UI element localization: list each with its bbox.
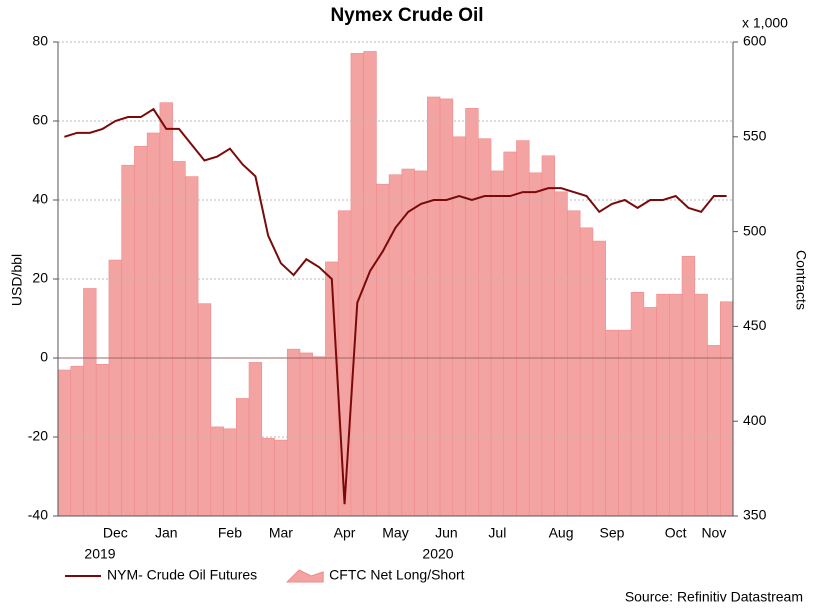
bar xyxy=(567,210,581,517)
year-label: 2019 xyxy=(84,546,115,562)
x-tick-label: Jun xyxy=(435,525,458,541)
y2-tick-label: 450 xyxy=(743,317,767,333)
bar xyxy=(452,136,466,517)
x-tick-label: Jul xyxy=(488,525,506,541)
y-tick-label: -40 xyxy=(28,507,48,523)
y-tick-label: 0 xyxy=(40,349,48,365)
bar xyxy=(541,155,555,517)
bar xyxy=(134,145,148,517)
x-tick-label: Mar xyxy=(269,525,293,541)
bar xyxy=(299,352,314,517)
y-tick-label: 80 xyxy=(32,33,48,49)
bar xyxy=(185,176,199,517)
bar xyxy=(261,437,275,517)
bar xyxy=(274,439,288,517)
x-tick-label: Feb xyxy=(218,525,242,541)
y2-tick-label: 400 xyxy=(743,412,767,428)
y-axis-label: USD/bbl xyxy=(9,254,25,306)
bar xyxy=(630,291,645,517)
bar xyxy=(376,183,390,517)
chart-title: Nymex Crude Oil xyxy=(330,5,483,26)
source-note: Source: Refinitiv Datastream xyxy=(625,589,803,605)
legend-label: NYM- Crude Oil Futures xyxy=(107,567,257,583)
bar xyxy=(350,53,364,517)
y2-tick-label: 600 xyxy=(743,33,767,49)
y2-tick-label: 500 xyxy=(743,222,767,238)
bar xyxy=(223,428,237,517)
y2-tick-label: 550 xyxy=(743,128,767,144)
x-tick-label: Aug xyxy=(549,525,574,541)
bar xyxy=(197,303,212,517)
bar xyxy=(719,301,734,517)
bar xyxy=(414,170,428,517)
x-tick-label: Oct xyxy=(665,525,687,541)
x-tick-label: Nov xyxy=(701,525,726,541)
bar xyxy=(707,345,721,517)
bar xyxy=(503,151,517,517)
bar xyxy=(669,293,683,517)
y-tick-label: 60 xyxy=(32,112,48,128)
x-tick-label: Dec xyxy=(103,525,128,541)
bar xyxy=(427,96,441,517)
y-tick-label: -20 xyxy=(28,428,48,444)
bar xyxy=(108,259,122,517)
bar xyxy=(439,98,454,517)
bar xyxy=(172,161,186,517)
bar xyxy=(337,210,352,517)
bar xyxy=(325,261,339,517)
bar xyxy=(159,102,173,517)
bar xyxy=(121,164,135,517)
bar xyxy=(146,132,161,517)
bar xyxy=(57,369,72,517)
y2-axis-label: Contracts xyxy=(793,250,809,310)
bar xyxy=(248,362,263,517)
bar xyxy=(592,240,606,517)
legend-label: CFTC Net Long/Short xyxy=(329,567,464,583)
x-tick-label: Apr xyxy=(334,525,356,541)
bar xyxy=(312,356,326,517)
bar xyxy=(401,168,415,517)
bar xyxy=(681,255,696,517)
x-tick-label: Sep xyxy=(600,525,625,541)
bar xyxy=(643,307,657,517)
bar xyxy=(210,426,224,517)
bar xyxy=(70,365,84,517)
line-layer xyxy=(64,107,727,505)
bar xyxy=(83,288,97,517)
y-tick-label: 40 xyxy=(32,191,48,207)
bar xyxy=(490,170,505,517)
bar xyxy=(286,348,301,517)
bar xyxy=(656,293,670,517)
line xyxy=(64,107,727,505)
year-label: 2020 xyxy=(422,546,453,562)
bar xyxy=(516,140,530,517)
bar xyxy=(694,293,708,517)
bar xyxy=(95,364,110,517)
bar xyxy=(388,174,403,517)
bar xyxy=(236,398,250,517)
x-tick-label: Jan xyxy=(155,525,178,541)
bar xyxy=(465,108,479,517)
y2-tick-label: 350 xyxy=(743,507,767,523)
x-tick-label: May xyxy=(382,525,408,541)
y2-unit: x 1,000 xyxy=(742,15,788,31)
bar xyxy=(579,227,594,517)
legend-swatch xyxy=(285,569,324,583)
y-tick-label: 20 xyxy=(32,270,48,286)
bar xyxy=(554,191,568,517)
bar xyxy=(528,172,543,517)
